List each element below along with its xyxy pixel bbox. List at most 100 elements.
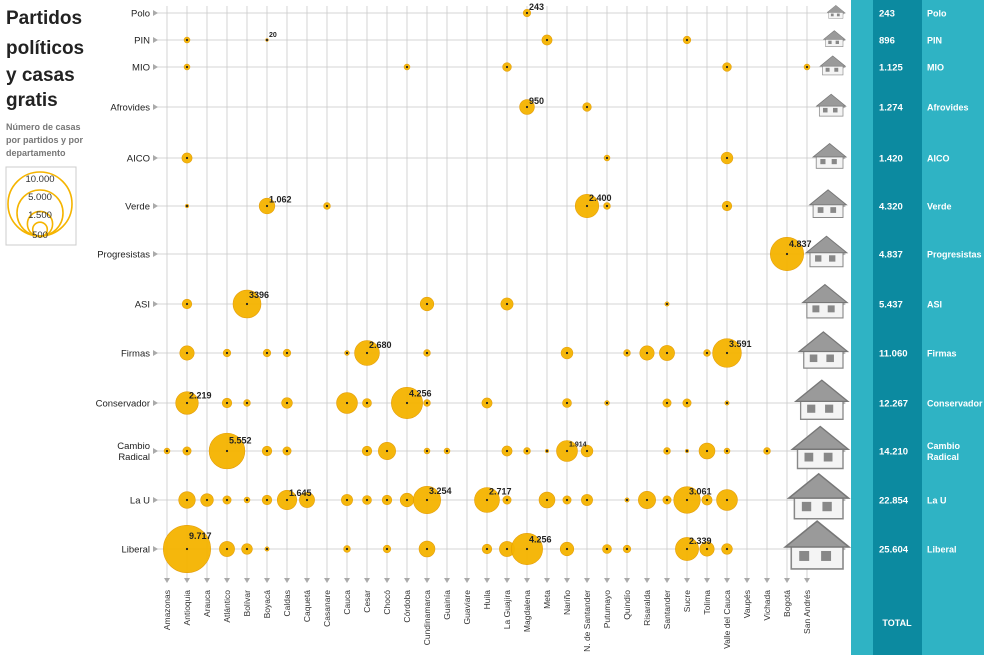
house-roof — [819, 55, 847, 67]
party-total-name: ASI — [927, 300, 942, 310]
bubble-center-dot — [665, 449, 669, 453]
bubble-center-dot — [625, 351, 629, 355]
bubble-center-dot — [685, 38, 689, 42]
bubble-center-dot — [265, 38, 269, 42]
bubble-center-dot — [425, 547, 429, 551]
bubble-center-dot — [505, 302, 509, 306]
house-icon — [822, 30, 846, 47]
house-icon — [815, 93, 847, 117]
house-wall — [806, 300, 844, 319]
bubble-center-dot — [205, 498, 209, 502]
bubble-center-dot — [505, 547, 509, 551]
house-wall — [803, 349, 844, 369]
bubble-center-dot — [225, 498, 229, 502]
bubble-center-dot — [185, 498, 189, 502]
bubble-value-label: 2.400 — [589, 193, 612, 203]
house-window — [817, 207, 824, 213]
bubble-center-dot — [245, 401, 249, 405]
party-row-marker — [153, 10, 158, 16]
dept-axis-arrow — [724, 578, 730, 583]
bubble-center-dot — [625, 498, 629, 502]
party-label: Verde — [125, 202, 150, 213]
dept-tick-label: Magdalena — [522, 590, 532, 632]
bubble-center-dot — [365, 449, 369, 453]
bubble-center-dot — [705, 547, 709, 551]
bubble-center-dot — [245, 302, 249, 306]
dept-tick-label: Cauca — [342, 590, 352, 615]
house-roof — [804, 235, 849, 254]
party-row-marker — [153, 155, 158, 161]
party-total-value: 1.125 — [879, 63, 903, 74]
dept-tick-label: Arauca — [202, 590, 212, 617]
bubble-center-dot — [425, 401, 429, 405]
dept-tick-label: Tolima — [702, 590, 712, 615]
bubble-center-dot — [225, 547, 229, 551]
bubble-center-dot — [525, 449, 529, 453]
bubble-center-dot — [285, 498, 289, 502]
size-legend: 10.000 5.000 1.500 500 — [5, 166, 77, 246]
party-total-value: 896 — [879, 36, 895, 47]
house-icon — [793, 379, 850, 420]
dept-axis-arrow — [584, 578, 590, 583]
bubble-center-dot — [565, 449, 569, 453]
dept-axis-arrow — [404, 578, 410, 583]
title-line: gratis — [6, 90, 58, 111]
house-window — [832, 107, 838, 113]
legend-circle-500 — [31, 221, 49, 238]
dept-tick-label: Bogotá — [782, 590, 792, 617]
party-total-name: Liberal — [927, 545, 957, 555]
bubble-center-dot — [805, 65, 809, 69]
bubble-center-dot — [725, 204, 729, 208]
house-window — [825, 404, 834, 413]
bubble-center-dot — [385, 547, 389, 551]
dept-tick-label: La Guajira — [502, 590, 512, 629]
bubble-value-label: 3396 — [249, 290, 269, 300]
bubble-center-dot — [705, 498, 709, 502]
dept-tick-label: Cundinamarca — [422, 590, 432, 646]
bubble-center-dot — [385, 449, 389, 453]
party-total-value: 5.437 — [879, 300, 903, 311]
party-row-marker — [153, 64, 158, 70]
dept-tick-label: Quindío — [622, 590, 632, 620]
party-row-marker — [153, 301, 158, 307]
bubble-center-dot — [265, 204, 269, 208]
bubble-center-dot — [665, 351, 669, 355]
bubble-center-dot — [285, 351, 289, 355]
party-total-value: 4.837 — [879, 250, 903, 261]
bubble-center-dot — [705, 449, 709, 453]
dept-axis-arrow — [164, 578, 170, 583]
dept-tick-label: Sucre — [682, 590, 692, 612]
bubble-center-dot — [445, 449, 449, 453]
party-total-value: 22.854 — [879, 496, 909, 507]
bubble-center-dot — [405, 65, 409, 69]
bubble-center-dot — [525, 105, 529, 109]
house-window — [835, 40, 839, 45]
party-row-marker — [153, 400, 158, 406]
party-total-name: Progresistas — [927, 250, 982, 260]
bubble-value-label: 1.914 — [569, 442, 587, 449]
house-wall — [815, 155, 844, 169]
bubble-center-dot — [725, 401, 729, 405]
dept-tick-label: Caldas — [282, 590, 292, 616]
house-layer — [783, 5, 852, 570]
bubble-center-dot — [345, 498, 349, 502]
party-total-name: AICO — [927, 154, 950, 164]
bubble-center-dot — [325, 204, 329, 208]
bubble-center-dot — [425, 449, 429, 453]
bubble-value-label: 4.256 — [529, 534, 552, 544]
party-total-name: Conservador — [927, 399, 983, 409]
party-total-value: 14.210 — [879, 447, 908, 458]
bubble-center-dot — [585, 105, 589, 109]
party-total-name: Verde — [927, 202, 952, 212]
bubble-center-dot — [565, 498, 569, 502]
bubble-center-dot — [485, 401, 489, 405]
dept-axis-arrow — [344, 578, 350, 583]
bubble-center-dot — [265, 449, 269, 453]
bubble-center-dot — [685, 547, 689, 551]
dept-tick-label: Vichada — [762, 590, 772, 621]
bubble-center-dot — [185, 351, 189, 355]
house-window — [827, 305, 835, 313]
party-label: MIO — [132, 63, 150, 74]
bubble-center-dot — [645, 351, 649, 355]
